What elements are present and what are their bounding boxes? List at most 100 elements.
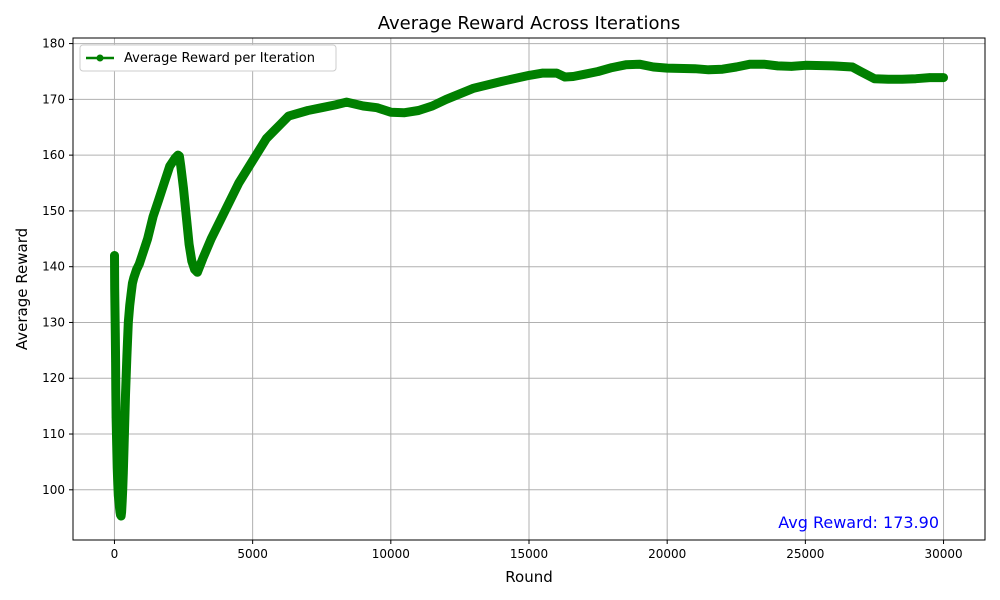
data-point [848,62,857,72]
y-tick-label: 110 [42,427,65,441]
data-point [649,62,658,72]
y-tick-label: 150 [42,204,65,218]
data-point [154,195,163,204]
y-axis-title: Average Reward [13,228,31,350]
data-point [187,256,196,266]
data-point [125,301,134,310]
data-point [119,441,129,450]
data-point [112,441,121,450]
data-point [118,485,127,494]
data-point [129,273,138,282]
data-point [745,59,755,69]
data-point [455,89,465,99]
data-point [122,351,132,361]
chart-title: Average Reward Across Iterations [378,13,681,34]
data-point [580,70,589,79]
data-point [897,75,907,84]
data-point [359,101,368,111]
y-tick-label: 120 [42,371,65,385]
data-point [911,74,921,83]
data-point [939,73,948,82]
data-point [428,101,437,111]
series-layer [110,59,948,521]
data-point [110,307,120,316]
data-point [148,212,158,221]
data-point [276,120,285,129]
data-point [111,385,121,394]
legend-box [79,44,337,72]
data-point [342,97,351,107]
data-point [469,84,478,93]
data-point [248,156,257,165]
data-point [773,61,782,71]
data-point [113,463,122,472]
data-point [111,357,120,366]
data-point [569,72,578,81]
data-point [925,73,934,82]
data-point [118,496,127,506]
data-point [126,290,136,299]
data-point [284,111,293,121]
data-point [497,77,506,86]
x-tick-label: 30000 [924,547,962,561]
data-point [165,162,174,171]
data-point [198,254,208,263]
axis-ticks: 0 5000 10000 15000 20000 25000 30000 100 110 120 1… [42,37,963,561]
data-point [870,74,879,83]
data-point [143,234,152,243]
data-point [663,63,672,73]
data-point [400,108,409,117]
data-point [303,106,313,115]
data-point [179,184,188,193]
legend-label: Average Reward per Iteration [124,51,315,66]
data-point [117,507,126,517]
x-tick-label: 0 [111,547,119,561]
data-point [372,103,382,112]
data-point [176,162,185,171]
legend-marker-swatch [96,54,104,62]
y-tick-label: 130 [42,315,65,329]
data-point [552,68,561,78]
average-reward-annotation: Avg Reward: 173.90 [778,513,939,532]
data-point [386,108,395,117]
x-tick-label: 10000 [372,547,410,561]
data-point [110,284,119,294]
data-point [121,390,130,400]
data-point [718,65,727,74]
data-point [635,59,644,69]
data-point [607,63,617,72]
data-point [732,62,741,72]
data-point [593,67,603,76]
data-point [690,64,699,73]
data-point [137,251,147,260]
grid-lines [73,38,985,540]
data-point [220,206,230,216]
y-tick-label: 160 [42,148,65,162]
x-tick-label: 5000 [237,547,268,561]
data-point [317,103,326,112]
data-point [538,68,547,78]
y-tick-label: 180 [42,37,65,51]
data-point [856,67,865,76]
data-point [331,100,340,110]
data-point [441,95,451,104]
data-point [113,480,123,489]
legend: Average Reward per Iteration [79,44,337,72]
data-point [193,268,202,277]
data-point [801,61,810,70]
data-point [135,259,144,269]
data-point [119,468,128,478]
x-tick-label: 20000 [648,547,686,561]
y-tick-label: 170 [42,92,65,106]
data-point [828,61,838,71]
data-point [110,251,119,260]
data-point [621,60,630,69]
data-point [759,59,769,69]
x-axis-title: Round [505,568,552,586]
data-point [207,234,216,243]
data-point [234,178,243,188]
x-tick-label: 15000 [510,547,548,561]
data-point [560,72,570,82]
